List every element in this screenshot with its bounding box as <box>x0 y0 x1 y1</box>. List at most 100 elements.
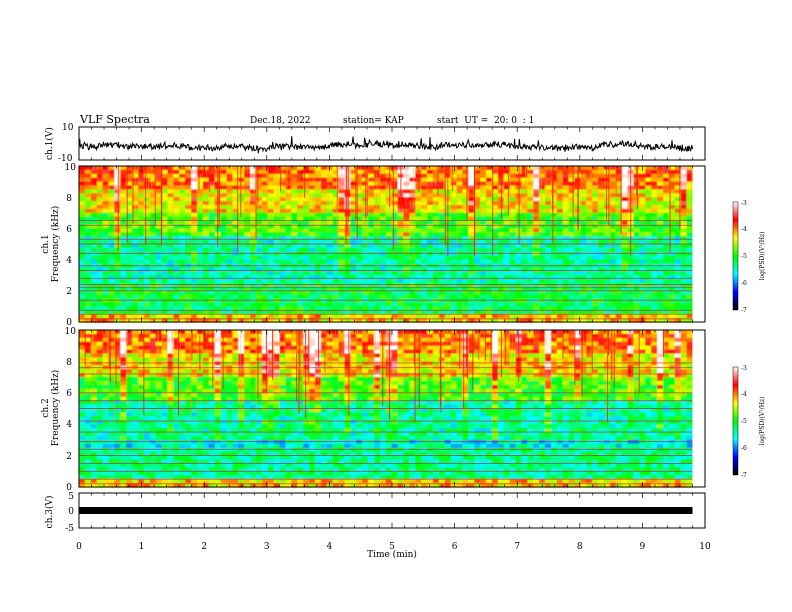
spectrogram-cell <box>226 255 233 261</box>
spectrogram-cell <box>309 169 316 175</box>
spectrogram-cell <box>114 185 121 190</box>
spectrogram-cell <box>250 240 257 245</box>
spectrogram-cell <box>527 310 534 315</box>
spectrogram-cell <box>556 255 564 261</box>
spectrogram-cell <box>662 302 670 307</box>
spectrogram-cell <box>651 314 658 319</box>
spectrogram-cell <box>214 318 222 323</box>
spectrogram-cell <box>385 189 393 194</box>
spectrogram-cell <box>574 279 581 284</box>
spectrogram-cell <box>202 173 210 179</box>
spectrogram-cell <box>79 275 86 280</box>
spectrogram-cell <box>403 236 410 241</box>
spectrogram-cell <box>273 279 281 284</box>
spectrogram-cell <box>450 240 458 245</box>
spectrogram-cell <box>108 298 115 304</box>
spectrogram-cell <box>486 240 493 245</box>
spectrogram-cell <box>427 271 434 276</box>
spectrogram-cell <box>191 247 198 253</box>
spectrogram-cell <box>320 251 328 257</box>
spectrogram-cell <box>320 279 328 284</box>
spectrogram-cell <box>568 310 576 315</box>
spectrogram-cell <box>397 333 405 339</box>
spectrogram-cell <box>314 228 322 233</box>
spectrogram-cell <box>208 302 216 307</box>
spectrogram-cell <box>456 290 464 296</box>
spectrogram-cell <box>120 216 127 222</box>
spectrogram-cell <box>633 267 640 272</box>
spectrogram-cell <box>167 169 174 175</box>
spectrogram-cell <box>285 271 292 276</box>
spectrogram-cell <box>686 189 694 194</box>
spectrogram-cell <box>356 201 363 206</box>
spectrogram-cell <box>409 337 416 343</box>
spectrogram-cell <box>161 333 169 339</box>
spectrogram-cell <box>468 247 475 253</box>
spectrogram-cell <box>356 166 363 171</box>
spectrogram-cell <box>356 197 363 202</box>
spectrogram-cell <box>657 193 664 198</box>
spectrogram-cell <box>191 310 198 315</box>
spectrogram-cell <box>568 197 576 202</box>
spectrogram-cell <box>108 345 115 351</box>
spectrogram-cell <box>285 173 292 179</box>
spectrogram-cell <box>173 333 180 339</box>
spectrogram-cell <box>474 247 481 253</box>
spectrogram-cell <box>244 177 251 183</box>
spectrogram-cell <box>344 337 351 343</box>
spectrogram-cell <box>84 298 92 304</box>
spectrogram-cell <box>191 193 198 198</box>
spectrogram-cell <box>550 255 558 261</box>
spectrogram-cell <box>356 294 363 300</box>
spectrogram-cell <box>179 275 186 280</box>
spectrogram-cell <box>373 228 381 233</box>
spectrogram-cell <box>586 240 593 245</box>
spectrogram-cell <box>126 244 133 249</box>
spectrogram-cell <box>438 247 446 253</box>
spectrogram-cell <box>474 279 481 284</box>
spectrogram-cell <box>562 283 570 288</box>
spectrogram-cell <box>285 205 292 210</box>
spectrogram-cell <box>102 224 110 229</box>
spectrogram-cell <box>267 208 275 214</box>
spectrogram-cell <box>114 318 121 323</box>
spectrogram-cell <box>143 306 151 311</box>
spectrogram-cell <box>574 337 581 343</box>
spectrogram-cell <box>598 197 605 202</box>
spectrogram-cell <box>486 169 493 175</box>
spectrogram-cell <box>480 193 487 198</box>
spectrogram-cell <box>574 271 581 276</box>
spectrogram-cell <box>350 318 357 323</box>
spectrogram-cell <box>385 330 393 335</box>
spectrogram-cell <box>244 240 251 245</box>
spectrogram-cell <box>96 173 104 179</box>
spectrogram-cell <box>521 185 528 190</box>
spectrogram-cell <box>368 267 375 272</box>
spectrogram-cell <box>356 302 363 307</box>
spectrogram-cell <box>456 185 464 190</box>
spectrogram-cell <box>680 330 688 335</box>
spectrogram-cell <box>680 337 688 343</box>
spectrogram-cell <box>415 201 422 206</box>
spectrogram-cell <box>120 201 127 206</box>
spectrogram-cell <box>651 169 658 175</box>
spectrogram-cell <box>545 247 552 253</box>
spectrogram-cell <box>674 173 682 179</box>
spectrogram-cell <box>356 220 363 226</box>
spectrogram-cell <box>155 286 163 292</box>
ch1-ytick-2: 2 <box>66 287 72 297</box>
spectrogram-cell <box>149 337 157 343</box>
spectrogram-cell <box>126 302 133 307</box>
spectrogram-cell <box>680 271 688 276</box>
spectrogram-cell <box>668 189 676 194</box>
spectrogram-cell <box>421 208 428 214</box>
spectrogram-cell <box>244 337 251 343</box>
spectrogram-cell <box>545 341 552 347</box>
spectrogram-cell <box>480 232 487 237</box>
spectrogram-cell <box>108 314 115 319</box>
spectrogram-cell <box>427 279 434 284</box>
spectrogram-cell <box>250 193 257 198</box>
spectrogram-cell <box>409 318 416 323</box>
spectrogram-cell <box>686 232 694 237</box>
spectrogram-cell <box>497 224 505 229</box>
